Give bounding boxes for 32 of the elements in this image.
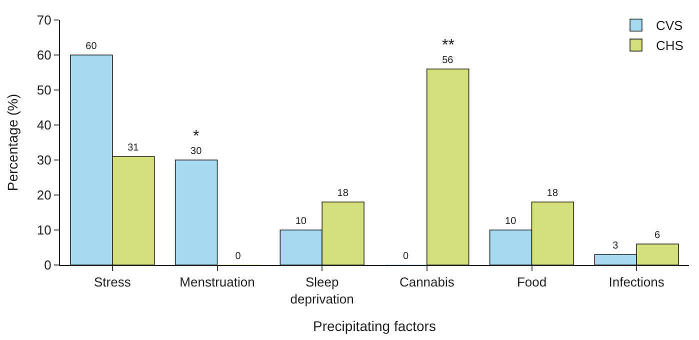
annotation: * [193,128,200,145]
x-axis-title: Precipitating factors [313,318,436,334]
annotation: ** [442,37,454,54]
x-tick-label: Stress [94,274,132,290]
data-label: 10 [295,216,307,227]
data-label: 30 [190,146,202,157]
y-tick-label: 20 [36,188,52,203]
y-tick-label: 0 [44,258,52,273]
y-tick-label: 10 [36,222,52,238]
data-label: 31 [128,142,140,154]
y-tick-label: 50 [36,82,52,98]
data-label: 18 [546,188,558,199]
data-label: 60 [86,41,98,52]
data-label: 56 [442,55,454,66]
legend-label: CHS [656,38,684,54]
data-label: 18 [337,188,349,199]
x-tick-label: Food [516,274,547,290]
data-label: 6 [654,230,661,241]
y-tick-label: 70 [36,12,52,28]
x-tick-label: Infections [608,274,665,290]
y-tick-label: 40 [36,118,52,133]
x-tick-label: Menstruation [180,274,255,290]
y-axis-title: Percentage (%) [4,94,21,192]
x-tick-label: Sleep deprivation [290,274,354,306]
x-tick-label: Cannabis [399,274,455,290]
data-label: 0 [235,251,242,262]
y-tick-label: 60 [36,48,52,63]
legend-label: CVS [656,18,684,34]
y-tick-label: 30 [36,152,52,168]
data-label: 0 [402,251,409,262]
data-label: 10 [505,216,517,227]
data-label: 3 [612,240,619,252]
